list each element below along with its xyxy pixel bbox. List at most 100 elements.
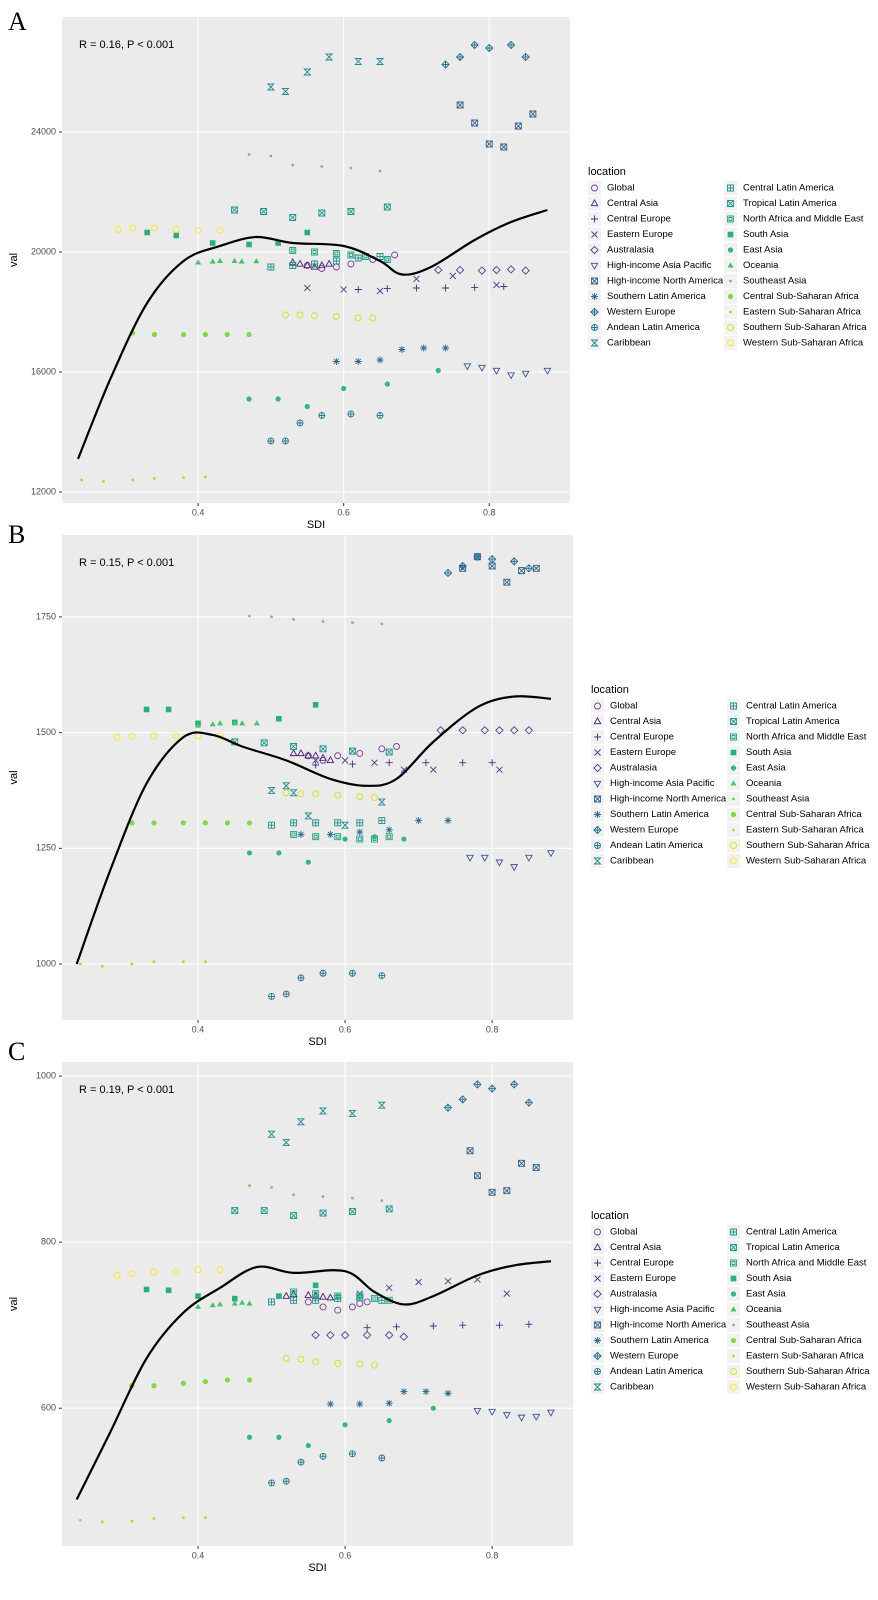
- data-point: [444, 1389, 452, 1397]
- data-point: [341, 385, 347, 392]
- data-point: [356, 835, 364, 843]
- data-point: [380, 1199, 384, 1203]
- data-point: [474, 1276, 481, 1283]
- data-point: [420, 344, 428, 352]
- data-point: [304, 403, 310, 410]
- data-point: [383, 285, 391, 293]
- data-point: [332, 357, 340, 365]
- data-point: [304, 1298, 312, 1306]
- data-point: [231, 1300, 238, 1306]
- data-point: [267, 437, 275, 445]
- legend-label: Southern Sub-Saharan Africa: [743, 322, 867, 333]
- data-point: [247, 153, 251, 156]
- legend-label: Eastern Sub-Saharan Africa: [743, 307, 861, 318]
- legend-marker: [593, 717, 602, 725]
- data-point: [289, 749, 298, 757]
- legend-marker: [593, 1351, 602, 1361]
- data-point: [290, 830, 298, 838]
- legend-label: South Asia: [746, 747, 792, 758]
- data-point: [130, 1519, 134, 1523]
- data-point: [260, 208, 268, 215]
- data-point: [173, 232, 180, 239]
- data-point: [429, 1322, 437, 1330]
- legend-label: Australasia: [610, 763, 658, 774]
- legend-marker: [730, 702, 737, 710]
- legend-marker: [594, 1368, 601, 1375]
- data-point: [459, 759, 467, 767]
- y-tick-label: 24000: [31, 126, 56, 136]
- data-point: [444, 817, 452, 825]
- legend-label: Central Europe: [607, 214, 671, 225]
- legend-label: Global: [607, 183, 634, 194]
- data-point: [492, 367, 501, 375]
- legend-marker: [593, 1243, 602, 1251]
- data-point: [466, 854, 475, 862]
- annotation: R = 0.19, P < 0.001: [79, 1084, 174, 1096]
- annotation: R = 0.15, P < 0.001: [79, 557, 174, 569]
- legend-label: Southern Latin America: [610, 809, 709, 820]
- legend-label: Southern Sub-Saharan Africa: [746, 1366, 870, 1377]
- x-axis-title: SDI: [307, 519, 325, 531]
- data-point: [348, 1110, 357, 1117]
- data-point: [495, 1321, 503, 1329]
- data-point: [129, 820, 135, 826]
- data-point: [347, 260, 355, 268]
- data-point: [347, 208, 355, 215]
- legend-marker: [732, 797, 735, 801]
- y-tick-label: 20000: [31, 246, 56, 256]
- plot-background: [62, 17, 570, 503]
- data-point: [348, 760, 356, 768]
- data-point: [371, 794, 378, 801]
- legend-marker: [727, 324, 734, 331]
- data-point: [506, 40, 516, 50]
- data-point: [376, 412, 384, 419]
- legend-marker: [594, 842, 601, 849]
- data-point: [248, 614, 251, 618]
- legend-marker: [730, 718, 737, 725]
- data-point: [290, 1288, 298, 1296]
- data-point: [521, 52, 530, 62]
- data-point: [297, 1355, 305, 1363]
- data-point: [385, 1284, 393, 1292]
- data-point: [348, 747, 356, 755]
- data-point: [180, 1380, 186, 1386]
- data-point: [203, 960, 207, 964]
- data-point: [383, 203, 391, 211]
- data-point: [477, 266, 487, 275]
- y-axis-title: val: [8, 770, 20, 784]
- data-point: [509, 557, 519, 566]
- data-point: [153, 477, 156, 480]
- legend-marker: [593, 1289, 602, 1299]
- data-point: [267, 263, 275, 271]
- legend-label: Oceania: [743, 260, 779, 271]
- data-point: [312, 1358, 320, 1366]
- legend-marker: [730, 780, 737, 786]
- data-point: [296, 419, 304, 427]
- data-point: [312, 702, 319, 708]
- data-point: [101, 964, 104, 968]
- data-point: [363, 1298, 371, 1306]
- data-point: [473, 552, 482, 561]
- legend-marker: [732, 1354, 735, 1358]
- legend-label: Global: [610, 1227, 637, 1238]
- legend-label: Western Europe: [607, 307, 675, 318]
- data-point: [466, 1147, 474, 1155]
- data-point: [503, 1290, 511, 1297]
- data-point: [354, 357, 362, 365]
- legend-label: Southeast Asia: [743, 276, 807, 287]
- data-point: [334, 1306, 342, 1314]
- legend-marker: [590, 307, 599, 317]
- data-point: [385, 759, 393, 767]
- data-point: [496, 766, 503, 773]
- data-point: [487, 554, 497, 564]
- data-point: [144, 229, 150, 236]
- data-point: [518, 1159, 525, 1167]
- data-point: [356, 750, 364, 757]
- data-point: [444, 1277, 452, 1285]
- data-point: [354, 254, 362, 262]
- data-point: [524, 726, 534, 735]
- legend-label: Eastern Sub-Saharan Africa: [746, 1351, 864, 1362]
- data-point: [354, 285, 362, 293]
- legend-label: Central Asia: [607, 198, 659, 209]
- legend-label: Western Sub-Saharan Africa: [746, 1382, 867, 1393]
